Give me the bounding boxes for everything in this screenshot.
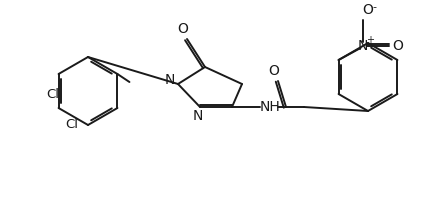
Text: Cl: Cl [66,118,78,132]
Text: NH: NH [260,100,280,114]
Text: N: N [193,109,203,123]
Text: O: O [362,3,373,17]
Text: O: O [392,39,403,53]
Text: O: O [268,64,279,78]
Text: +: + [366,35,374,45]
Text: N: N [165,73,175,87]
Text: -: - [373,2,377,12]
Text: O: O [178,22,188,36]
Text: N: N [357,39,368,53]
Text: Cl: Cl [46,89,59,101]
